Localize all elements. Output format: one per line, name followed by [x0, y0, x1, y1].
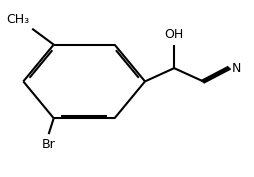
Text: CH₃: CH₃	[7, 13, 30, 26]
Text: Br: Br	[42, 138, 56, 151]
Text: OH: OH	[165, 28, 184, 41]
Text: N: N	[232, 62, 241, 75]
